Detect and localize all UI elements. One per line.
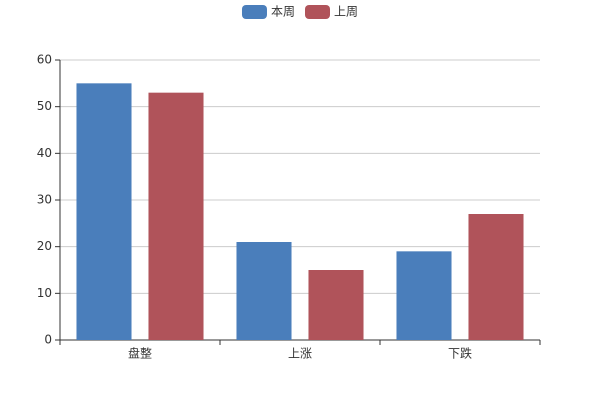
bar bbox=[76, 83, 132, 340]
legend-label[interactable]: 上周 bbox=[334, 5, 358, 19]
y-tick-label: 0 bbox=[44, 333, 52, 347]
x-tick-label: 盘整 bbox=[128, 346, 152, 361]
legend-icon[interactable] bbox=[241, 5, 267, 19]
y-tick-label: 50 bbox=[37, 99, 52, 113]
bar bbox=[396, 251, 452, 340]
bar bbox=[236, 242, 292, 340]
bar bbox=[148, 92, 204, 341]
y-tick-label: 40 bbox=[37, 146, 52, 160]
y-tick-label: 30 bbox=[37, 193, 52, 207]
x-tick-label: 上涨 bbox=[288, 346, 312, 361]
legend-icon[interactable] bbox=[305, 5, 330, 19]
y-tick-label: 20 bbox=[37, 239, 52, 253]
x-tick-label: 下跌 bbox=[448, 346, 472, 361]
bar bbox=[308, 270, 364, 340]
y-tick-label: 10 bbox=[37, 286, 52, 300]
legend-label[interactable]: 本周 bbox=[271, 5, 295, 19]
bar bbox=[468, 214, 524, 340]
y-tick-label: 60 bbox=[37, 53, 52, 67]
